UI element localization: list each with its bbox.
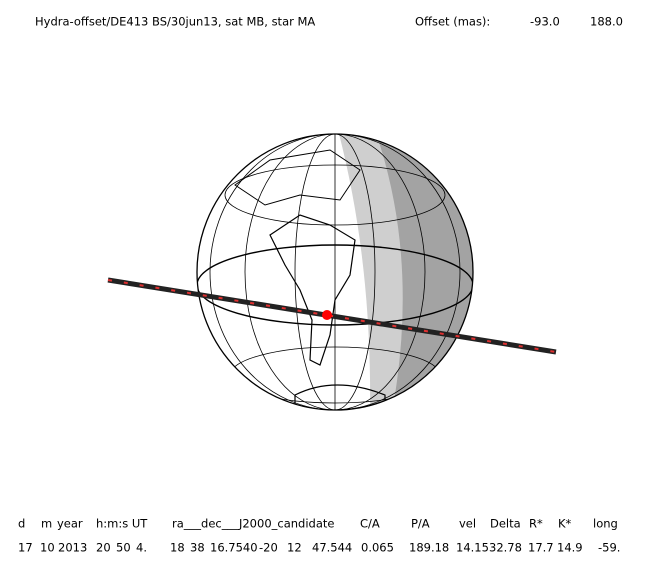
column-header: P/A [411, 517, 430, 531]
cell: 17 [18, 541, 33, 555]
globe [197, 134, 473, 410]
cell: 0.065 [361, 541, 394, 555]
column-header: ra___dec___J2000_candidate [172, 517, 334, 531]
cell: 17.7 [528, 541, 554, 555]
column-header: vel [459, 517, 476, 531]
cell: 4. [136, 541, 147, 555]
cell: 2013 [58, 541, 87, 555]
column-header: d [18, 517, 25, 531]
cell: 18 [170, 541, 185, 555]
title: Hydra-offset/DE413 BS/30jun13, sat MB, s… [35, 15, 315, 29]
offset-value: 188.0 [590, 15, 623, 29]
cell: 32.78 [489, 541, 522, 555]
column-header: m [41, 517, 52, 531]
cell: 12 [287, 541, 302, 555]
cell: 20 [96, 541, 111, 555]
column-header: R* [529, 517, 543, 531]
cell: 10 [40, 541, 55, 555]
cell: -20 [259, 541, 278, 555]
cell: 47.544 [312, 541, 352, 555]
result-table: d m year h:m:s UT ra___dec___J2000_candidate… [18, 517, 620, 555]
cell: 16.7540 [210, 541, 258, 555]
column-header: year [57, 517, 83, 531]
column-header: long [593, 517, 618, 531]
column-header: Delta [490, 517, 521, 531]
cell: 14.15 [456, 541, 489, 555]
column-header: C/A [360, 517, 380, 531]
offset-label: Offset (mas): [415, 15, 490, 29]
column-header: K* [558, 517, 572, 531]
offset-value: -93.0 [530, 15, 560, 29]
cell: 38 [190, 541, 205, 555]
cell: 14.9 [557, 541, 583, 555]
cell: -59. [598, 541, 620, 555]
cell: 50 [116, 541, 131, 555]
column-header: h:m:s UT [96, 517, 148, 531]
cell: 189.18 [409, 541, 449, 555]
